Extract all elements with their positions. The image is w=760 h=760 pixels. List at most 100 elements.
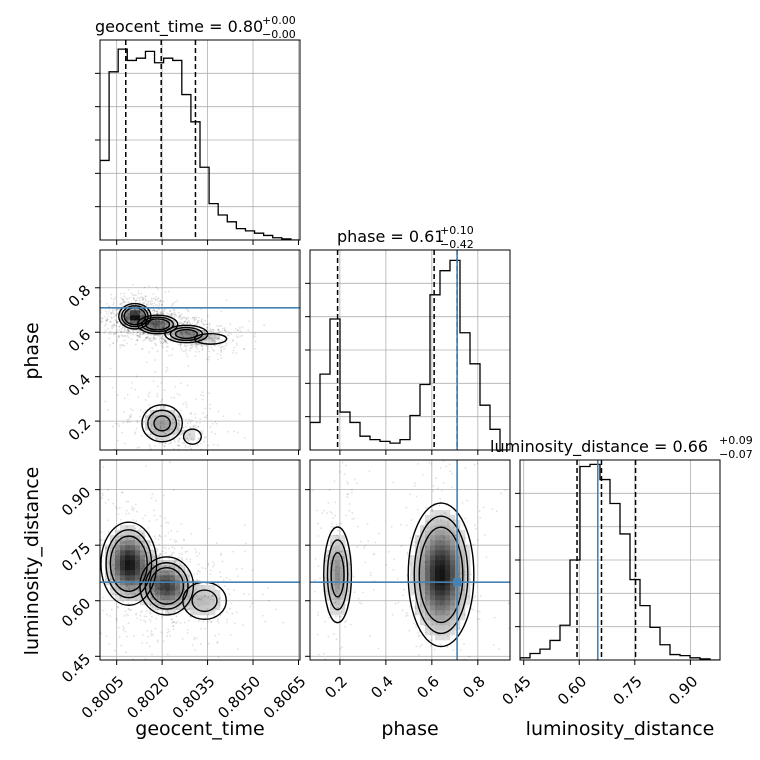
sample-point <box>159 515 162 518</box>
sample-point <box>197 425 200 428</box>
sample-point <box>173 448 175 450</box>
density-cell <box>135 595 141 601</box>
sample-point <box>165 325 168 328</box>
sample-point <box>162 342 164 345</box>
density-cell <box>430 555 436 561</box>
sample-point <box>268 599 270 602</box>
sample-point <box>160 381 163 384</box>
density-cell <box>450 605 456 611</box>
sample-point <box>201 567 204 569</box>
sample-point <box>141 559 144 561</box>
sample-point <box>148 645 151 648</box>
sample-point <box>213 563 216 566</box>
sample-point <box>120 320 123 323</box>
sample-point <box>154 537 157 540</box>
density-cell <box>440 555 446 561</box>
sample-point <box>333 633 335 635</box>
sample-point <box>164 564 167 567</box>
density-cell <box>425 605 431 611</box>
sample-point <box>155 334 158 336</box>
sample-point <box>142 301 144 304</box>
sample-point <box>161 560 164 563</box>
sample-point <box>154 324 157 327</box>
density-cell <box>175 330 181 336</box>
sample-point <box>344 625 346 628</box>
density-cell <box>330 575 336 581</box>
sample-point <box>75 573 77 575</box>
sample-point <box>136 334 139 337</box>
sample-point <box>94 525 96 527</box>
sample-point <box>171 305 173 307</box>
sample-point <box>129 318 131 320</box>
density-cell <box>440 530 446 536</box>
sample-point <box>152 327 154 330</box>
sample-point <box>430 539 433 541</box>
sample-point <box>440 534 443 537</box>
sample-point <box>183 568 186 571</box>
sample-point <box>446 550 448 553</box>
sample-point <box>182 316 185 319</box>
sample-point <box>212 599 215 601</box>
sample-point <box>472 597 475 600</box>
sample-point <box>89 583 91 585</box>
sample-point <box>157 320 160 323</box>
sample-point <box>46 573 48 575</box>
sample-point <box>249 605 252 608</box>
sample-point <box>120 330 123 333</box>
sample-point <box>161 443 164 446</box>
contour-line <box>418 526 464 624</box>
sample-point <box>127 336 130 339</box>
sample-point <box>184 446 187 449</box>
sample-point <box>175 559 178 562</box>
sample-point <box>135 317 137 320</box>
sample-point <box>163 339 166 342</box>
sample-point <box>160 337 163 340</box>
density-cell <box>435 535 441 541</box>
sample-point <box>101 492 104 495</box>
sample-point <box>163 569 165 572</box>
sample-point <box>197 316 200 319</box>
contour-line <box>407 502 475 648</box>
sample-point <box>132 333 135 336</box>
density-cell <box>450 565 456 571</box>
sample-point <box>132 558 135 560</box>
density-cell <box>150 415 156 421</box>
sample-point <box>165 366 168 369</box>
sample-point <box>401 594 404 597</box>
sample-point <box>156 288 159 290</box>
sample-point <box>115 313 118 316</box>
sample-point <box>458 592 461 595</box>
sample-point <box>162 598 165 601</box>
sample-point <box>132 519 135 522</box>
sample-point <box>222 415 225 418</box>
sample-point <box>157 325 160 327</box>
sample-point <box>201 345 204 348</box>
sample-point <box>155 319 158 322</box>
sample-point <box>482 506 485 509</box>
sample-point <box>464 466 467 469</box>
sample-point <box>153 323 156 326</box>
density-cell <box>170 565 176 571</box>
sample-point <box>132 312 135 315</box>
sample-point <box>199 337 202 340</box>
sample-point <box>442 610 445 613</box>
sample-point <box>186 628 189 631</box>
density-cell <box>160 435 166 441</box>
sample-point <box>130 530 133 533</box>
sample-point <box>225 299 228 302</box>
sample-point <box>200 394 202 396</box>
density-cell <box>410 565 416 571</box>
density-cell <box>430 515 436 521</box>
density-cell <box>175 565 181 571</box>
sample-point <box>204 436 207 438</box>
sample-point <box>209 573 212 575</box>
sample-point <box>213 339 216 341</box>
density-cell <box>445 630 451 636</box>
sample-point <box>107 488 110 491</box>
sample-point <box>190 346 193 349</box>
density-cell <box>445 585 451 591</box>
sample-point <box>135 310 137 313</box>
sample-point <box>167 611 170 614</box>
sample-point <box>151 324 154 327</box>
sample-point <box>165 370 168 373</box>
